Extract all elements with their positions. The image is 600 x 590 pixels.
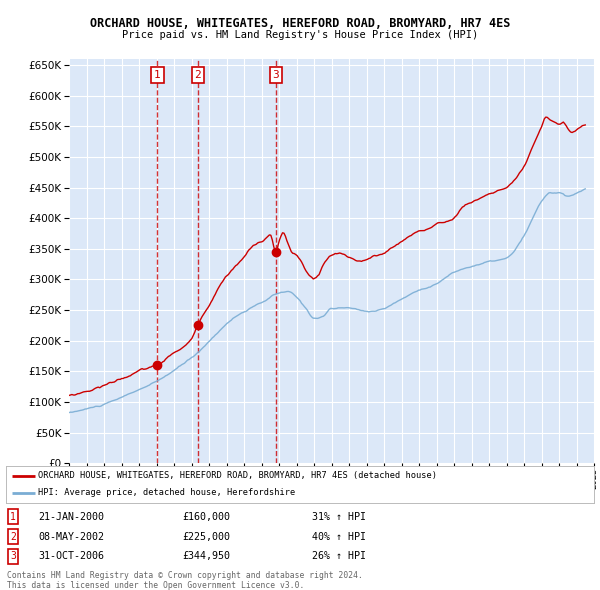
Text: 08-MAY-2002: 08-MAY-2002 [38,532,104,542]
Text: 31-OCT-2006: 31-OCT-2006 [38,552,104,562]
Text: 1: 1 [10,512,16,522]
Text: This data is licensed under the Open Government Licence v3.0.: This data is licensed under the Open Gov… [7,581,305,589]
Text: £225,000: £225,000 [182,532,230,542]
Text: 1: 1 [154,70,161,80]
Text: 21-JAN-2000: 21-JAN-2000 [38,512,104,522]
Text: 31% ↑ HPI: 31% ↑ HPI [312,512,366,522]
Text: ORCHARD HOUSE, WHITEGATES, HEREFORD ROAD, BROMYARD, HR7 4ES: ORCHARD HOUSE, WHITEGATES, HEREFORD ROAD… [90,17,510,30]
Text: ORCHARD HOUSE, WHITEGATES, HEREFORD ROAD, BROMYARD, HR7 4ES (detached house): ORCHARD HOUSE, WHITEGATES, HEREFORD ROAD… [38,471,437,480]
Text: 2: 2 [194,70,202,80]
Text: £160,000: £160,000 [182,512,230,522]
Text: 3: 3 [272,70,280,80]
Text: £344,950: £344,950 [182,552,230,562]
Text: 2: 2 [10,532,16,542]
Text: HPI: Average price, detached house, Herefordshire: HPI: Average price, detached house, Here… [38,489,296,497]
Text: 3: 3 [10,552,16,562]
Text: Contains HM Land Registry data © Crown copyright and database right 2024.: Contains HM Land Registry data © Crown c… [7,571,363,580]
Text: 26% ↑ HPI: 26% ↑ HPI [312,552,366,562]
Text: 40% ↑ HPI: 40% ↑ HPI [312,532,366,542]
Text: Price paid vs. HM Land Registry's House Price Index (HPI): Price paid vs. HM Land Registry's House … [122,30,478,40]
